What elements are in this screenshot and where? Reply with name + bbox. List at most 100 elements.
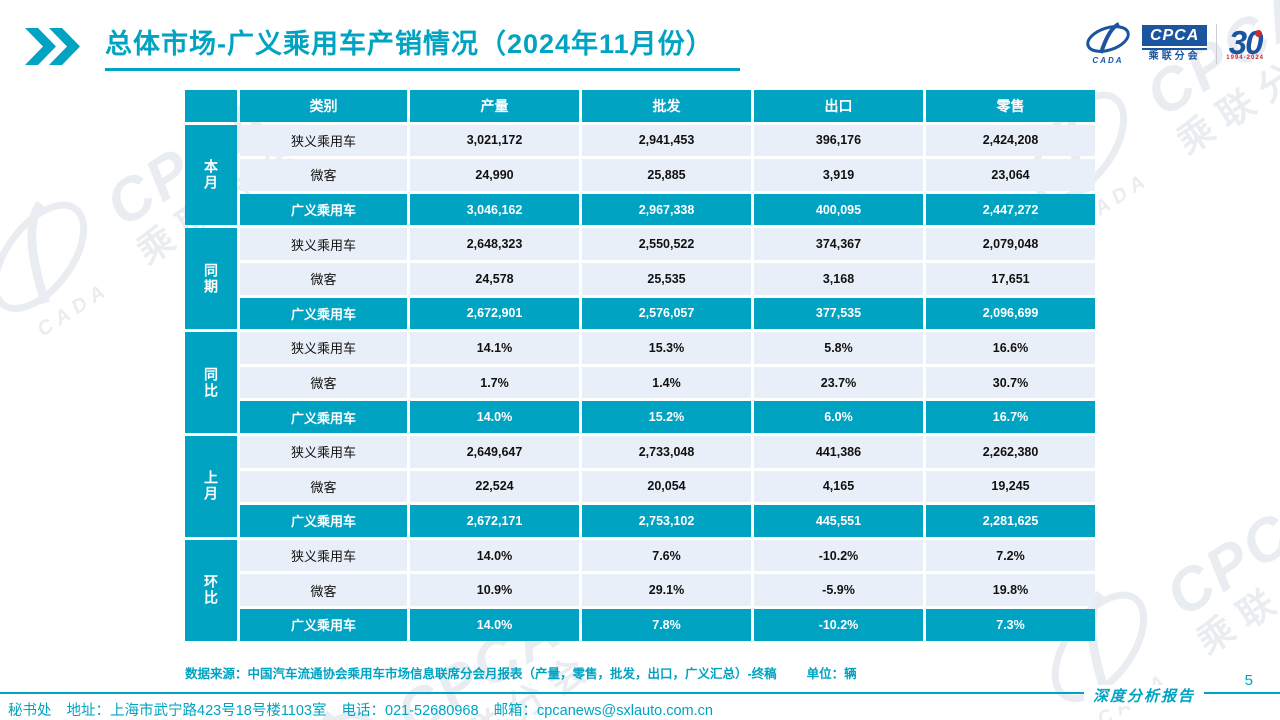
secretariat-label: 秘书处 (8, 703, 52, 719)
value-cell: 25,535 (582, 262, 751, 295)
value-cell: 2,941,453 (582, 124, 751, 157)
column-header: 零售 (926, 90, 1095, 122)
report-type-label: 深度分析报告 (1083, 685, 1204, 706)
value-cell: 7.2% (926, 539, 1095, 572)
anniversary-30-logo: 30 1994-2024 (1226, 26, 1264, 61)
value-cell: 30.7% (926, 366, 1095, 399)
logo-divider (1216, 23, 1218, 64)
category-cell: 微客 (240, 262, 407, 295)
category-cell: 狭义乘用车 (240, 228, 407, 260)
data-table: 类别 产量 批发 出口 零售 本月 狭义乘用车 3,021,172 2,941,453 396,1… (185, 90, 1095, 641)
contact-info: 秘书处 地址：上海市武宁路423号18号楼1103室 电话：021-526809… (8, 699, 713, 720)
table-corner-cell (185, 90, 237, 122)
value-cell: 4,165 (754, 470, 923, 503)
value-cell: 2,672,901 (410, 297, 579, 330)
value-cell: 15.2% (582, 401, 751, 433)
category-cell: 微客 (240, 159, 407, 191)
category-cell: 狭义乘用车 (240, 332, 407, 364)
value-cell: 2,576,057 (582, 297, 751, 330)
row-group-label: 同比 (185, 332, 237, 433)
address-text: 地址：上海市武宁路423号18号楼1103室 (66, 703, 327, 719)
double-chevron-icon (25, 28, 83, 65)
row-group-label: 上月 (185, 435, 237, 537)
page-title: 总体市场-广义乘用车产销情况（2024年11月份） (105, 22, 740, 71)
value-cell: 2,753,102 (582, 505, 751, 537)
value-cell: -10.2% (754, 539, 923, 572)
value-cell: 7.6% (582, 539, 751, 572)
value-cell: 2,262,380 (926, 435, 1095, 468)
value-cell: 3,168 (754, 262, 923, 295)
value-cell: 22,524 (410, 470, 579, 503)
value-cell: 2,550,522 (582, 228, 751, 260)
cpca-label: CPCA (1141, 25, 1208, 48)
value-cell: 20,054 (582, 470, 751, 503)
value-cell: -10.2% (754, 608, 923, 641)
row-group-label: 同期 (185, 228, 237, 330)
brand-logos: CADA CPCA 乘联分会 30 1994-2024 (1083, 22, 1264, 65)
category-cell: 狭义乘用车 (240, 124, 407, 157)
value-cell: 2,447,272 (926, 193, 1095, 226)
cpca-logo: CPCA 乘联分会 (1141, 25, 1208, 62)
value-cell: 29.1% (582, 574, 751, 606)
value-cell: 2,648,323 (410, 228, 579, 260)
value-cell: 2,672,171 (410, 505, 579, 537)
footer-divider (0, 692, 1280, 694)
row-group-label: 环比 (185, 539, 237, 641)
unit-text: 单位：辆 (806, 667, 857, 681)
value-cell: 24,578 (410, 262, 579, 295)
value-cell: 10.9% (410, 574, 579, 606)
value-cell: 16.7% (926, 401, 1095, 433)
page-number: 5 (1244, 672, 1253, 689)
value-cell: 6.0% (754, 401, 923, 433)
category-cell: 广义乘用车 (240, 193, 407, 226)
value-cell: 7.8% (582, 608, 751, 641)
value-cell: 374,367 (754, 228, 923, 260)
category-cell: 狭义乘用车 (240, 435, 407, 468)
value-cell: 2,281,625 (926, 505, 1095, 537)
value-cell: 5.8% (754, 332, 923, 364)
cada-logo: CADA (1083, 22, 1133, 65)
category-cell: 微客 (240, 574, 407, 606)
value-cell: 17,651 (926, 262, 1095, 295)
slide-header: 总体市场-广义乘用车产销情况（2024年11月份） (25, 22, 740, 71)
value-cell: 25,885 (582, 159, 751, 191)
value-cell: 2,967,338 (582, 193, 751, 226)
value-cell: 16.6% (926, 332, 1095, 364)
value-cell: 2,649,647 (410, 435, 579, 468)
source-text: 数据来源：中国汽车流通协会乘用车市场信息联席分会月报表（产量，零售，批发，出口，… (185, 667, 777, 681)
value-cell: 19.8% (926, 574, 1095, 606)
category-cell: 狭义乘用车 (240, 539, 407, 572)
email-text: 邮箱：cpcanews@sxlauto.com.cn (493, 703, 713, 719)
column-header: 产量 (410, 90, 579, 122)
value-cell: 2,096,699 (926, 297, 1095, 330)
category-cell: 广义乘用车 (240, 608, 407, 641)
cpca-sub-label: 乘联分会 (1148, 51, 1201, 62)
value-cell: 1.7% (410, 366, 579, 399)
row-group-label: 本月 (185, 124, 237, 226)
category-cell: 广义乘用车 (240, 401, 407, 433)
value-cell: 14.0% (410, 539, 579, 572)
column-header: 类别 (240, 90, 407, 122)
phone-text: 电话：021-52680968 (341, 703, 479, 719)
value-cell: 3,046,162 (410, 193, 579, 226)
value-cell: 14.1% (410, 332, 579, 364)
category-cell: 微客 (240, 470, 407, 503)
anniversary-dot-icon (1255, 30, 1262, 37)
value-cell: 7.3% (926, 608, 1095, 641)
value-cell: 1.4% (582, 366, 751, 399)
source-note: 数据来源：中国汽车流通协会乘用车市场信息联席分会月报表（产量，零售，批发，出口，… (185, 663, 1105, 682)
value-cell: 441,386 (754, 435, 923, 468)
value-cell: 23.7% (754, 366, 923, 399)
cada-label: CADA (1092, 56, 1124, 65)
value-cell: 2,079,048 (926, 228, 1095, 260)
value-cell: 19,245 (926, 470, 1095, 503)
value-cell: 3,919 (754, 159, 923, 191)
value-cell: 445,551 (754, 505, 923, 537)
category-cell: 广义乘用车 (240, 505, 407, 537)
value-cell: 14.0% (410, 608, 579, 641)
value-cell: 2,424,208 (926, 124, 1095, 157)
anniversary-years: 1994-2024 (1226, 55, 1264, 61)
value-cell: -5.9% (754, 574, 923, 606)
value-cell: 377,535 (754, 297, 923, 330)
